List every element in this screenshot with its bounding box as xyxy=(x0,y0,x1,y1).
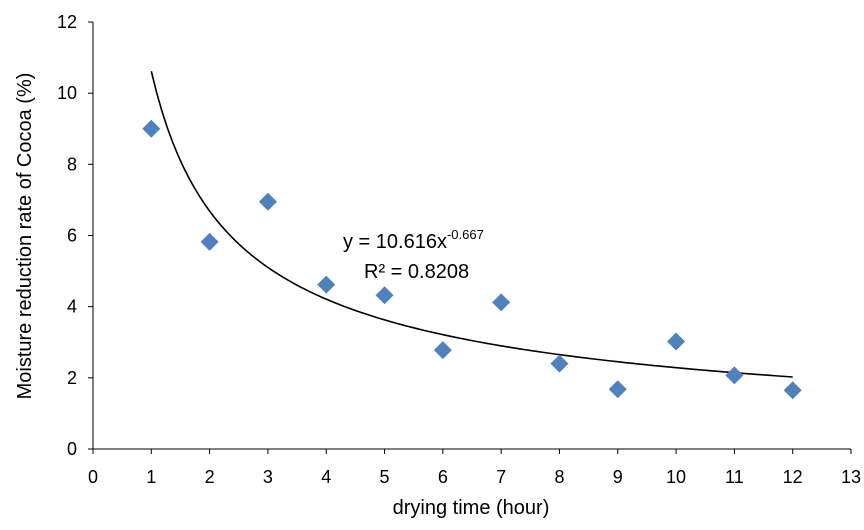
x-tick-label: 4 xyxy=(321,467,331,487)
y-tick-label: 12 xyxy=(57,12,77,32)
x-tick-label: 5 xyxy=(380,467,390,487)
data-point xyxy=(375,286,394,305)
x-tick-label: 1 xyxy=(146,467,156,487)
data-point xyxy=(492,293,511,312)
y-tick-label: 2 xyxy=(67,368,77,388)
y-tick-label: 8 xyxy=(67,154,77,174)
x-tick-label: 12 xyxy=(783,467,803,487)
y-tick-label: 6 xyxy=(67,226,77,246)
y-tick-label: 4 xyxy=(67,297,77,317)
x-tick-label: 11 xyxy=(725,467,744,487)
data-point xyxy=(783,381,802,400)
data-point xyxy=(550,354,569,373)
axes-group xyxy=(88,21,852,454)
data-points-group xyxy=(142,119,802,400)
x-tick-label: 2 xyxy=(205,467,215,487)
data-point xyxy=(608,380,627,399)
x-tick-label: 13 xyxy=(841,467,861,487)
trendline-equation-exponent: -0.667 xyxy=(447,227,484,242)
data-point xyxy=(667,332,686,351)
data-point xyxy=(200,232,219,251)
trendline-equation: y = 10.616x-0.667 xyxy=(343,227,484,253)
data-point xyxy=(433,341,452,360)
data-point xyxy=(317,275,336,294)
y-tick-label: 10 xyxy=(57,83,77,103)
trendline-group xyxy=(150,71,793,378)
x-tick-label: 8 xyxy=(554,467,564,487)
x-tick-label: 9 xyxy=(613,467,623,487)
y-tick-label: 0 xyxy=(67,439,77,459)
y-axis-title: Moisture reduction rate of Cocoa (%) xyxy=(14,73,36,400)
data-point xyxy=(142,119,161,138)
trendline-curve xyxy=(150,71,793,378)
x-tick-label: 0 xyxy=(88,467,98,487)
trendline-r-squared: R² = 0.8208 xyxy=(364,261,469,283)
x-axis-title: drying time (hour) xyxy=(393,497,550,519)
x-tick-label: 6 xyxy=(438,467,448,487)
trendline-equation-main: y = 10.616x xyxy=(343,231,447,253)
x-tick-label: 10 xyxy=(666,467,686,487)
x-tick-label: 7 xyxy=(496,467,506,487)
data-point xyxy=(258,192,277,211)
x-tick-label: 3 xyxy=(263,467,273,487)
data-point xyxy=(725,366,744,385)
